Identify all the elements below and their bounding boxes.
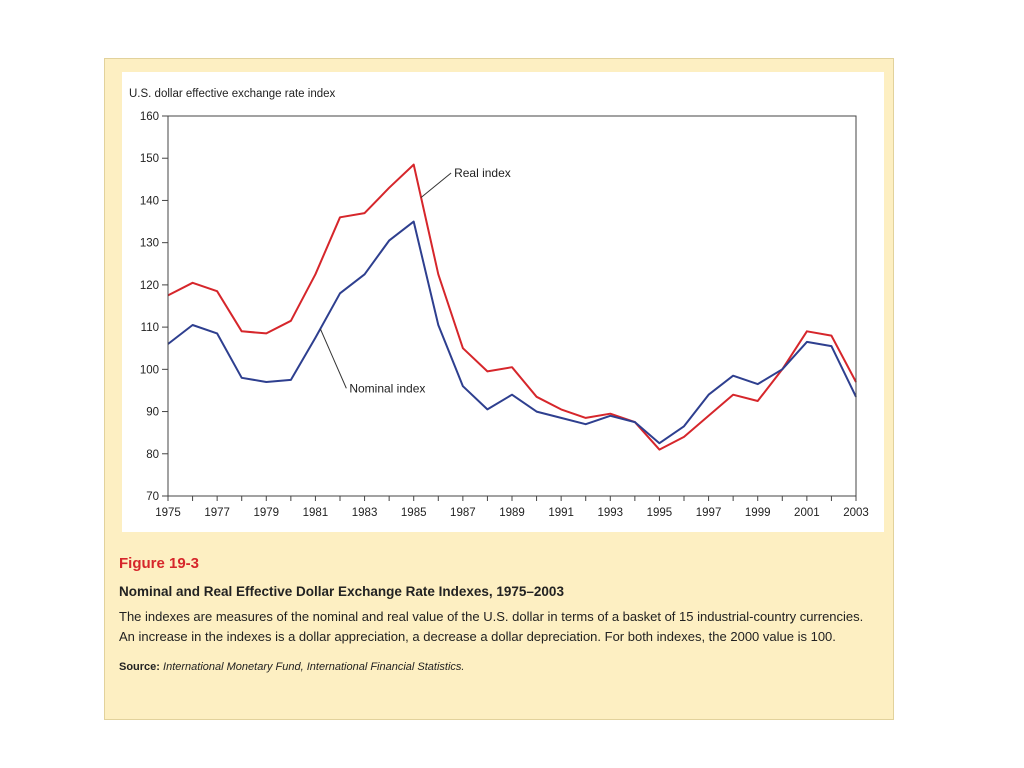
nominal-index-leader: [319, 328, 347, 389]
y-tick-label: 110: [141, 322, 159, 334]
x-tick-label: 1991: [548, 507, 574, 519]
nominal-index-annotation: Nominal index: [349, 381, 425, 395]
y-tick-label: 90: [146, 407, 159, 419]
figure-panel: U.S. dollar effective exchange rate inde…: [104, 58, 894, 720]
x-tick-label: 1981: [303, 507, 329, 519]
x-tick-label: 1979: [253, 507, 279, 519]
y-tick-label: 120: [140, 280, 159, 292]
series-annotations: Real index Nominal index: [319, 166, 511, 395]
source-text: International Monetary Fund, Internation…: [163, 661, 465, 673]
x-tick-label: 1983: [352, 507, 378, 519]
y-axis: 70 80 90 100 110 120 130 140 150 160: [140, 111, 168, 503]
y-tick-label: 160: [140, 111, 159, 123]
plot-background: [122, 72, 884, 532]
figure-label: Figure 19-3: [119, 555, 200, 572]
real-index-leader: [420, 172, 452, 198]
y-tick-label: 80: [146, 449, 159, 461]
real-index-annotation: Real index: [454, 166, 511, 180]
figure-source: Source: International Monetary Fund, Int…: [119, 661, 879, 673]
y-axis-label: U.S. dollar effective exchange rate inde…: [129, 88, 336, 100]
x-axis: 1975 1977 1979 1981 1983 1985 1987 1989 1991 1993…: [155, 496, 869, 519]
x-tick-label: 1977: [204, 507, 230, 519]
x-tick-label: 2001: [794, 507, 820, 519]
x-tick-label: 1993: [597, 507, 623, 519]
chart: U.S. dollar effective exchange rate inde…: [122, 72, 884, 532]
y-tick-label: 130: [140, 238, 159, 250]
x-tick-label: 1975: [155, 507, 181, 519]
plot-frame: [167, 115, 857, 497]
y-tick-label: 100: [140, 364, 159, 376]
x-tick-label: 1987: [450, 507, 476, 519]
figure-caption: Figure 19-3 Nominal and Real Effective D…: [119, 555, 879, 673]
y-tick-label: 70: [146, 491, 159, 503]
y-tick-label: 150: [140, 153, 159, 165]
x-tick-label: 2003: [843, 507, 869, 519]
figure-title: Nominal and Real Effective Dollar Exchan…: [119, 584, 564, 599]
real-index-line: [167, 163, 857, 451]
figure-description: The indexes are measures of the nominal …: [119, 609, 864, 644]
x-tick-label: 1989: [499, 507, 525, 519]
x-tick-label: 1997: [696, 507, 722, 519]
y-tick-label: 140: [140, 195, 159, 207]
x-tick-label: 1999: [745, 507, 771, 519]
source-label: Source:: [119, 661, 160, 673]
nominal-index-line: [167, 220, 857, 445]
x-tick-label: 1995: [647, 507, 673, 519]
x-tick-label: 1985: [401, 507, 427, 519]
